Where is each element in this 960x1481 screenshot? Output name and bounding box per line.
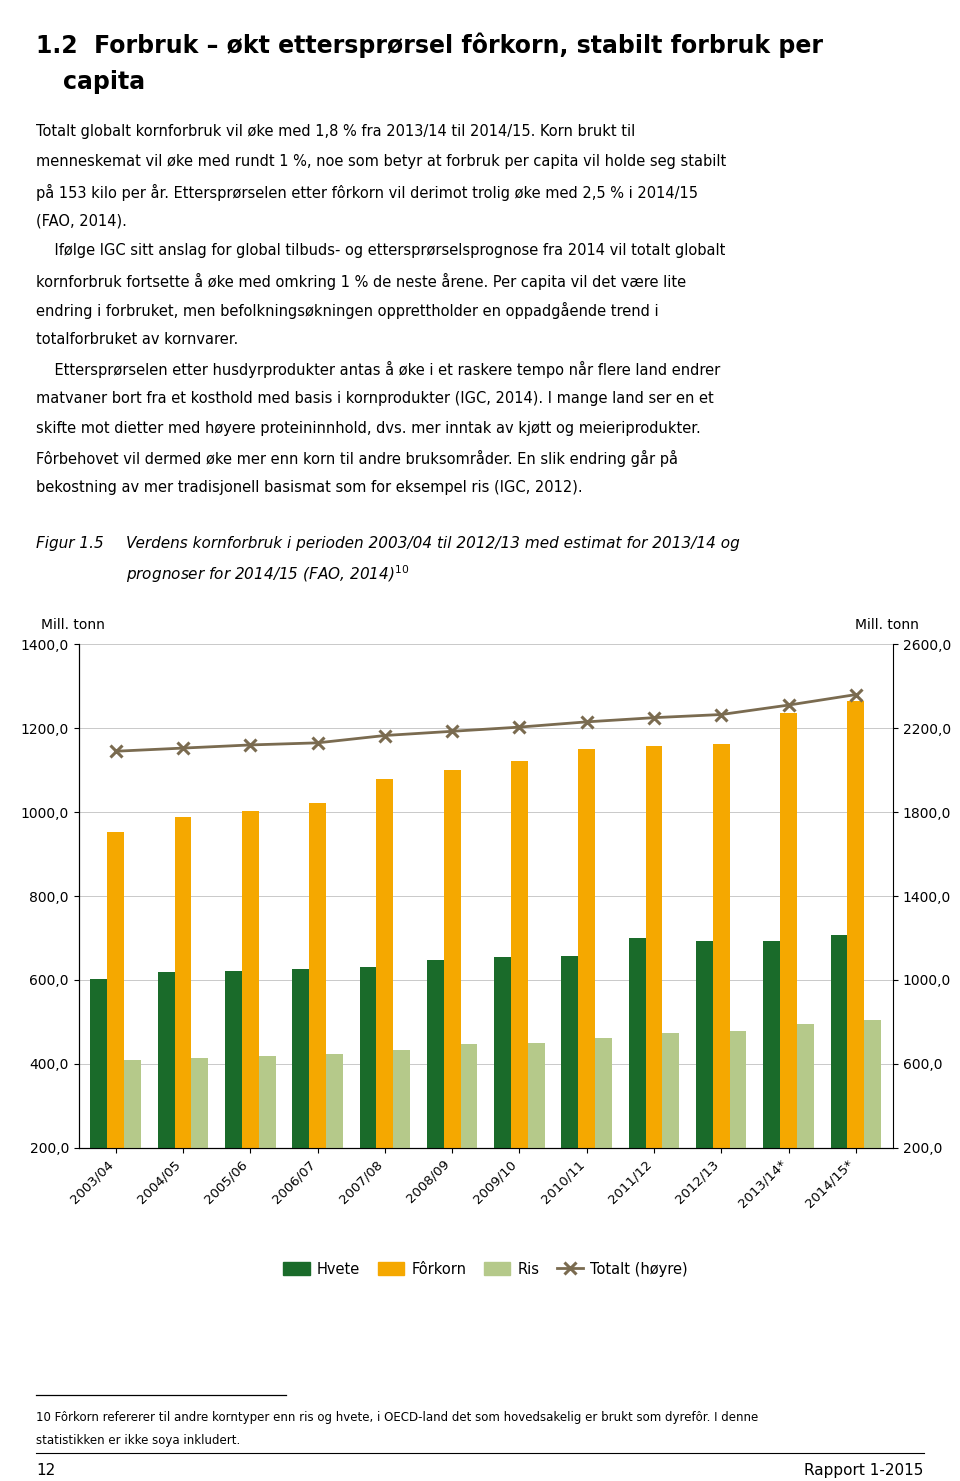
Bar xyxy=(124,1060,141,1232)
Bar xyxy=(848,702,864,1232)
Bar xyxy=(394,1050,410,1232)
Bar xyxy=(830,935,848,1232)
Bar xyxy=(528,1043,544,1232)
Text: Ettersprørselen etter husdyrprodukter antas å øke i et raskere tempo når flere l: Ettersprørselen etter husdyrprodukter an… xyxy=(36,361,721,378)
Bar xyxy=(191,1059,208,1232)
Bar xyxy=(864,1020,881,1232)
Text: Fôrbehovet vil dermed øke mer enn korn til andre bruksområder. En slik endring g: Fôrbehovet vil dermed øke mer enn korn t… xyxy=(36,450,679,467)
Bar xyxy=(258,1056,276,1232)
Text: bekostning av mer tradisjonell basismat som for eksempel ris (IGC, 2012).: bekostning av mer tradisjonell basismat … xyxy=(36,480,583,495)
Bar xyxy=(376,779,394,1232)
Text: capita: capita xyxy=(63,70,146,93)
Text: skifte mot dietter med høyere proteininnhold, dvs. mer inntak av kjøtt og meieri: skifte mot dietter med høyere proteininn… xyxy=(36,421,701,435)
Bar xyxy=(157,973,175,1232)
Bar xyxy=(763,942,780,1232)
Bar xyxy=(629,937,645,1232)
Text: Verdens kornforbruk i perioden 2003/04 til 2012/13 med estimat for 2013/14 og: Verdens kornforbruk i perioden 2003/04 t… xyxy=(126,536,739,551)
Text: 1.2  Forbruk – økt ettersprørsel fôrkorn, stabilt forbruk per: 1.2 Forbruk – økt ettersprørsel fôrkorn,… xyxy=(36,33,824,58)
Text: matvaner bort fra et kosthold med basis i kornprodukter (IGC, 2014). I mange lan: matvaner bort fra et kosthold med basis … xyxy=(36,391,714,406)
Text: prognoser for 2014/15 (FAO, 2014)$^{10}$: prognoser for 2014/15 (FAO, 2014)$^{10}$ xyxy=(126,563,409,585)
Text: Figur 1.5: Figur 1.5 xyxy=(36,536,105,551)
Text: Ifølge IGC sitt anslag for global tilbuds- og ettersprørselsprognose fra 2014 vi: Ifølge IGC sitt anslag for global tilbud… xyxy=(36,243,726,258)
Bar xyxy=(595,1038,612,1232)
Bar xyxy=(309,803,326,1232)
Bar xyxy=(645,746,662,1232)
Text: Mill. tonn: Mill. tonn xyxy=(854,618,919,631)
Text: på 153 kilo per år. Ettersprørselen etter fôrkorn vil derimot trolig øke med 2,5: på 153 kilo per år. Ettersprørselen ette… xyxy=(36,184,699,200)
Bar xyxy=(427,960,444,1232)
Bar xyxy=(780,714,797,1232)
Bar xyxy=(696,940,713,1232)
Text: Totalt globalt kornforbruk vil øke med 1,8 % fra 2013/14 til 2014/15. Korn brukt: Totalt globalt kornforbruk vil øke med 1… xyxy=(36,124,636,139)
Text: totalforbruket av kornvarer.: totalforbruket av kornvarer. xyxy=(36,332,239,347)
Text: menneskemat vil øke med rundt 1 %, noe som betyr at forbruk per capita vil holde: menneskemat vil øke med rundt 1 %, noe s… xyxy=(36,154,727,169)
Bar xyxy=(797,1023,814,1232)
Bar xyxy=(360,967,376,1232)
Text: 10 Fôrkorn refererer til andre korntyper enn ris og hvete, i OECD-land det som h: 10 Fôrkorn refererer til andre korntyper… xyxy=(36,1411,758,1425)
Text: Rapport 1-2015: Rapport 1-2015 xyxy=(804,1463,924,1478)
Legend: Hvete, Fôrkorn, Ris, Totalt (høyre): Hvete, Fôrkorn, Ris, Totalt (høyre) xyxy=(277,1256,694,1283)
Bar xyxy=(293,969,309,1232)
Bar xyxy=(511,761,528,1232)
Bar xyxy=(662,1032,679,1232)
Bar xyxy=(90,979,108,1232)
Bar xyxy=(578,749,595,1232)
Text: statistikken er ikke soya inkludert.: statistikken er ikke soya inkludert. xyxy=(36,1434,241,1447)
Bar xyxy=(461,1044,477,1232)
Bar xyxy=(108,832,124,1232)
Bar xyxy=(175,818,191,1232)
Bar xyxy=(326,1054,343,1232)
Bar xyxy=(713,743,730,1232)
Bar xyxy=(494,957,511,1232)
Bar xyxy=(444,770,461,1232)
Text: Mill. tonn: Mill. tonn xyxy=(41,618,106,631)
Text: (FAO, 2014).: (FAO, 2014). xyxy=(36,213,128,228)
Bar xyxy=(242,812,258,1232)
Text: 12: 12 xyxy=(36,1463,56,1478)
Text: kornforbruk fortsette å øke med omkring 1 % de neste årene. Per capita vil det v: kornforbruk fortsette å øke med omkring … xyxy=(36,273,686,289)
Text: endring i forbruket, men befolkningsøkningen opprettholder en oppadgående trend : endring i forbruket, men befolkningsøkni… xyxy=(36,302,660,318)
Bar xyxy=(730,1031,747,1232)
Bar xyxy=(562,955,578,1232)
Bar xyxy=(225,970,242,1232)
